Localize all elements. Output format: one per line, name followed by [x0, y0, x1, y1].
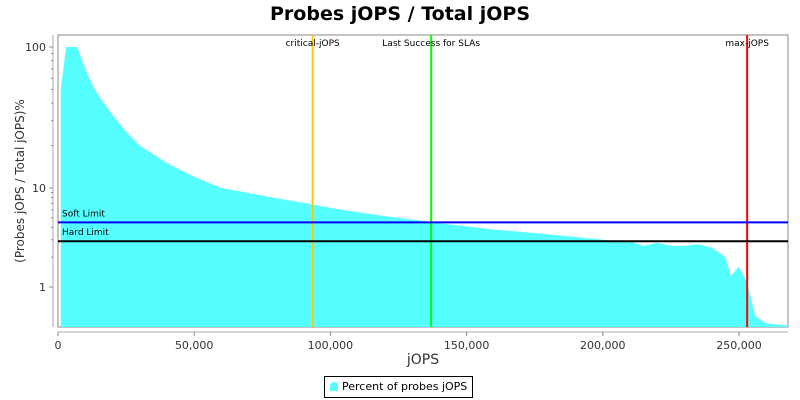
- area-fill: [60, 47, 789, 327]
- y-tick-label: 100: [25, 41, 46, 54]
- x-tick-label: 0: [55, 339, 62, 352]
- legend-swatch-icon: [330, 382, 338, 391]
- marker-label: Last Success for SLAs: [382, 39, 480, 49]
- x-tick-label: 50,000: [175, 339, 214, 352]
- data-area-series: [60, 47, 789, 327]
- limit-label: Hard Limit: [62, 228, 109, 238]
- y-axis-label: (Probes jOPS / Total jOPS)%: [13, 99, 27, 263]
- axes: 0 50,000 100,000 150,000 200,000 250,000 1 10 10…: [25, 35, 788, 352]
- marker-label: critical-jOPS: [286, 39, 340, 49]
- marker-label: max-jOPS: [725, 39, 769, 49]
- x-tick-label: 200,000: [580, 339, 626, 352]
- chart-title: Probes jOPS / Total jOPS: [270, 3, 530, 25]
- x-axis-label: jOPS: [406, 352, 439, 368]
- legend: Percent of probes jOPS: [324, 376, 474, 398]
- y-tick-label: 1: [39, 281, 46, 294]
- limit-label: Soft Limit: [62, 209, 105, 219]
- x-tick-label: 100,000: [308, 339, 354, 352]
- y-tick-label: 10: [32, 182, 46, 195]
- x-tick-label: 250,000: [716, 339, 762, 352]
- legend-label: Percent of probes jOPS: [342, 380, 468, 393]
- x-tick-label: 150,000: [444, 339, 490, 352]
- marker-lines: critical-jOPS Last Success for SLAs max-jO…: [58, 35, 788, 327]
